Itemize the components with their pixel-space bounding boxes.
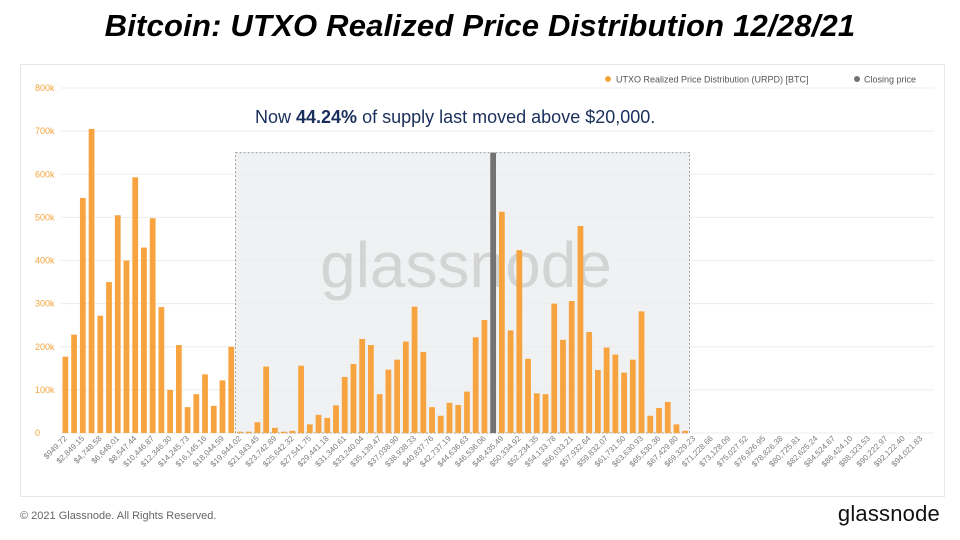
legend-label-urpd: UTXO Realized Price Distribution (URPD) … [616, 75, 809, 85]
bar [385, 369, 392, 433]
annotation-text: Now 44.24% of supply last moved above $2… [255, 107, 655, 127]
y-tick-label: 100k [35, 385, 55, 395]
bar [289, 430, 296, 433]
bar [638, 311, 645, 433]
bar [603, 347, 610, 433]
bar [420, 351, 427, 433]
bar [464, 391, 470, 433]
bar [158, 307, 165, 433]
watermark: glassnode [320, 229, 612, 301]
bar [664, 401, 671, 433]
bar [481, 320, 488, 433]
bar [411, 306, 418, 433]
bar [71, 334, 77, 433]
bar [516, 250, 523, 433]
bar [254, 422, 261, 433]
bar [429, 407, 435, 433]
closing-price-bar [490, 152, 497, 433]
bar [533, 393, 540, 433]
bar [586, 332, 593, 433]
bar [577, 226, 584, 433]
bar [97, 315, 104, 433]
bar [350, 364, 357, 433]
bar [132, 177, 139, 433]
bar [341, 376, 348, 433]
bar [595, 370, 601, 433]
bar [167, 389, 174, 433]
bar [359, 338, 366, 433]
bar [228, 346, 235, 433]
bar [237, 431, 243, 433]
bar [123, 260, 130, 433]
bar [62, 356, 69, 433]
bar [272, 427, 278, 433]
bar [507, 330, 514, 433]
bar [368, 345, 374, 433]
y-axis-ticks: 0 100k 200k 300k 400k 500k 600k 700k 800k [35, 83, 55, 438]
bar [298, 365, 304, 433]
bar [472, 337, 479, 433]
bar [673, 424, 680, 433]
bar [612, 354, 619, 433]
bar [106, 282, 112, 433]
y-tick-label: 600k [35, 169, 55, 179]
slide-title: Bitcoin: UTXO Realized Price Distributio… [104, 8, 856, 43]
bar [437, 415, 444, 433]
bar [525, 358, 531, 433]
bar [394, 359, 400, 433]
x-axis-ticks: $949.72$2,849.15$4,748.58$6,648.01$8,547… [42, 434, 925, 469]
y-tick-label: 700k [35, 126, 55, 136]
y-tick-label: 200k [35, 342, 55, 352]
bar [656, 407, 662, 433]
bar [193, 394, 200, 433]
bar [647, 415, 654, 433]
bar [551, 303, 558, 433]
y-tick-label: 500k [35, 212, 55, 222]
bar-series [62, 128, 689, 433]
footer-logo: glassnode [837, 501, 940, 526]
bar [263, 366, 270, 433]
bar [446, 402, 453, 433]
legend-label-closing: Closing price [864, 75, 916, 85]
chart-panel: 0 100k 200k 300k 400k 500k 600k 700k 800k glassn… [20, 64, 945, 497]
bar [245, 431, 252, 433]
annotation-suffix: of supply last moved above $20,000. [357, 107, 655, 127]
bar [141, 247, 147, 433]
bar [315, 414, 322, 433]
urpd-chart: 0 100k 200k 300k 400k 500k 600k 700k 800k glassn… [35, 75, 934, 469]
bar [88, 128, 95, 433]
bar [79, 197, 86, 433]
y-tick-label: 400k [35, 256, 55, 266]
bar [498, 211, 505, 433]
legend-marker-urpd [605, 76, 611, 82]
bar [184, 407, 191, 433]
bar [542, 394, 549, 433]
annotation-highlight: 44.24% [296, 107, 357, 127]
bar [621, 372, 627, 433]
bar [568, 301, 575, 433]
bar [455, 404, 462, 433]
bar [210, 405, 217, 433]
bar [629, 359, 636, 433]
footer-copyright: © 2021 Glassnode. All Rights Reserved. [20, 510, 217, 522]
bar [280, 431, 287, 433]
bar [114, 215, 121, 433]
bar [560, 339, 566, 433]
legend: UTXO Realized Price Distribution (URPD) … [605, 75, 916, 85]
bar [219, 380, 226, 433]
annotation-prefix: Now [255, 107, 296, 127]
bar [333, 405, 339, 433]
y-tick-label: 0 [35, 428, 40, 438]
bar [682, 430, 689, 433]
bar [324, 417, 331, 433]
bar [175, 345, 182, 433]
bar [376, 394, 383, 433]
y-tick-label: 800k [35, 83, 55, 93]
bar [306, 424, 313, 433]
legend-marker-closing [854, 76, 860, 82]
bar [402, 341, 409, 433]
bar [202, 374, 208, 433]
bar [149, 218, 156, 433]
y-tick-label: 300k [35, 299, 55, 309]
